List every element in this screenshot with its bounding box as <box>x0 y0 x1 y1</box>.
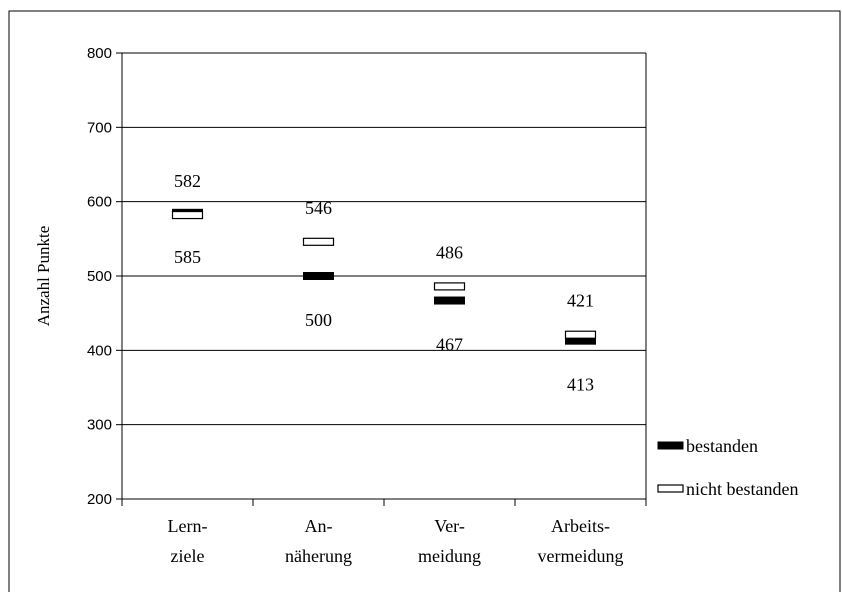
x-category-label: meidung <box>418 546 481 566</box>
data-label: 546 <box>305 198 332 218</box>
y-tick-label: 800 <box>87 45 112 62</box>
data-label: 585 <box>174 247 201 267</box>
x-category-label: An- <box>305 516 333 536</box>
grid-layer <box>122 52 646 500</box>
labels-layer: 582 585 546 500 486 467 421 413 <box>174 171 594 395</box>
y-tick-label: 400 <box>87 342 112 359</box>
data-label: 582 <box>174 171 201 191</box>
marker-bestanden <box>303 272 334 280</box>
y-tick-label: 600 <box>87 194 112 211</box>
legend-label: bestanden <box>686 436 758 456</box>
y-tick-label: 300 <box>87 417 112 434</box>
legend-swatch-bestanden <box>657 441 684 450</box>
x-category-label: vermeidung <box>538 546 624 566</box>
data-label: 467 <box>436 335 463 355</box>
y-tick-label: 500 <box>87 268 112 285</box>
y-tick-label: 200 <box>87 491 112 508</box>
x-category-label: ziele <box>171 546 205 566</box>
data-label: 500 <box>305 310 332 330</box>
x-category-label: Ver- <box>434 516 465 536</box>
legend-swatch-nicht-bestanden <box>657 484 684 493</box>
data-label: 486 <box>436 242 463 262</box>
data-label: 413 <box>567 375 594 395</box>
axis-layer: 200 300 400 500 600 700 800 Lern-ziele An-näheru… <box>87 45 647 566</box>
marker-nicht-bestanden <box>433 282 466 291</box>
marks-layer <box>171 208 597 345</box>
x-category-label: Lern- <box>168 516 208 536</box>
marker-nicht-bestanden <box>171 210 204 220</box>
marker-nicht-bestanden <box>564 330 597 339</box>
y-tick-label: 700 <box>87 119 112 136</box>
x-category-label: näherung <box>285 546 352 566</box>
marker-nicht-bestanden <box>302 237 335 246</box>
x-category-label: Arbeits- <box>551 516 610 536</box>
legend: bestanden nicht bestanden <box>657 436 798 499</box>
y-axis-title: Anzahl Punkte <box>34 226 53 327</box>
legend-label: nicht bestanden <box>686 479 798 499</box>
chart-frame <box>8 10 841 592</box>
marker-bestanden <box>434 296 465 305</box>
data-label: 421 <box>567 291 594 311</box>
